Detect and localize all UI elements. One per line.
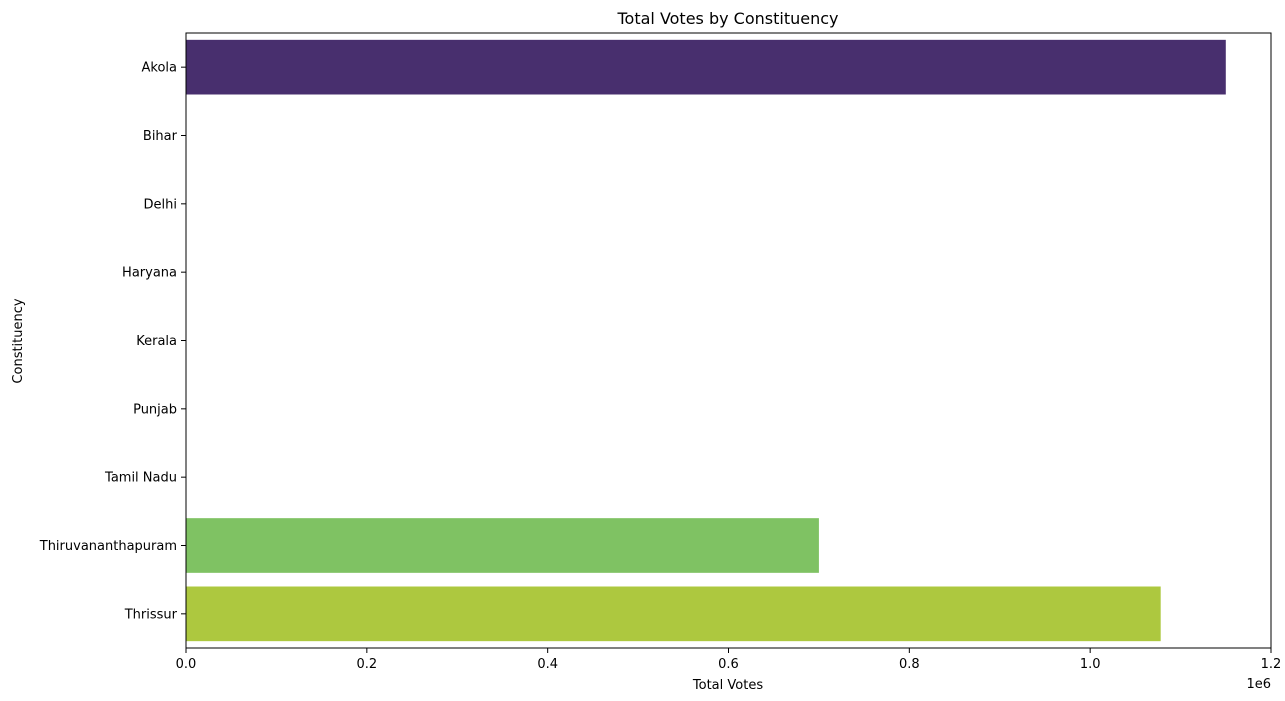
y-tick-label: Haryana xyxy=(122,266,177,281)
bar-akola xyxy=(186,39,1226,95)
y-tick-label: Kerala xyxy=(136,334,177,349)
y-tick-label: Thrissur xyxy=(124,607,178,622)
x-axis-label: Total Votes xyxy=(692,678,763,693)
y-tick-label: Punjab xyxy=(133,402,177,417)
x-axis-ticks: 0.0 0.2 0.4 0.6 0.8 1.0 1.2 xyxy=(176,648,1282,672)
x-tick-label: 1.2 xyxy=(1261,657,1282,672)
x-axis-scale-label: 1e6 xyxy=(1246,677,1271,692)
y-tick-label: Bihar xyxy=(143,129,178,144)
y-tick-label: Delhi xyxy=(144,197,177,212)
bar-thiruvananthapuram xyxy=(186,518,819,573)
y-axis-label: Constituency xyxy=(11,298,26,383)
x-tick-label: 0.4 xyxy=(537,657,558,672)
y-tick-label: Tamil Nadu xyxy=(104,471,177,486)
x-tick-label: 0.2 xyxy=(356,657,377,672)
y-axis-ticks: Akola Bihar Delhi Haryana Kerala Punjab Tamil … xyxy=(39,61,186,622)
chart-title: Total Votes by Constituency xyxy=(616,9,838,28)
x-tick-label: 1.0 xyxy=(1080,657,1101,672)
bars-group xyxy=(186,39,1226,642)
x-tick-label: 0.6 xyxy=(718,657,739,672)
y-tick-label: Thiruvananthapuram xyxy=(39,539,177,554)
bar-thrissur xyxy=(186,586,1161,642)
x-tick-label: 0.8 xyxy=(899,657,920,672)
x-tick-label: 0.0 xyxy=(176,657,197,672)
y-tick-label: Akola xyxy=(142,61,178,76)
